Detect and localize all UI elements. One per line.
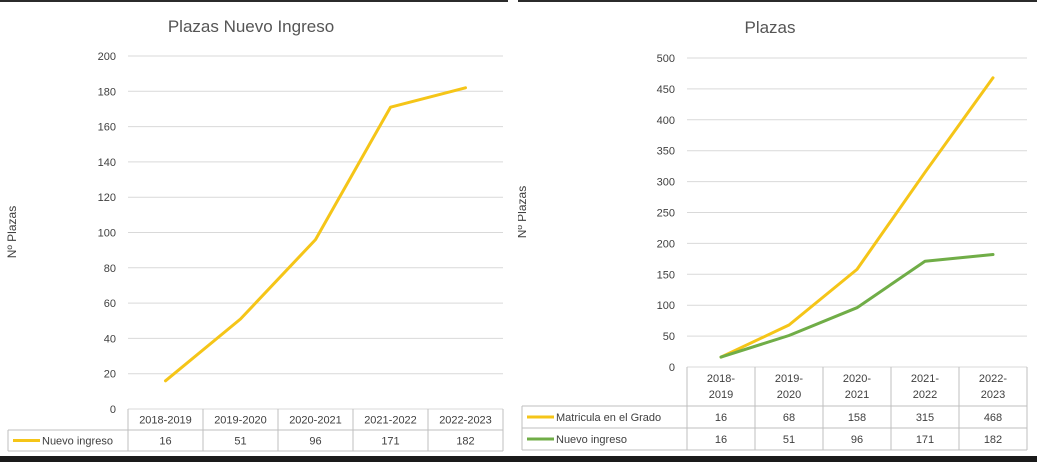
x-tick-label: 2018-2019 <box>139 415 192 427</box>
data-label: 96 <box>851 434 863 446</box>
chart-title: Plazas <box>744 18 795 37</box>
y-tick-label: 200 <box>657 238 675 250</box>
x-tick-label: 2019- <box>775 373 803 385</box>
x-tick-label: 2018- <box>707 373 735 385</box>
data-label: 51 <box>234 436 246 448</box>
legend-label-1: Matricula en el Grado <box>556 412 661 424</box>
x-tick-label: 2020 <box>777 389 801 401</box>
data-label: 16 <box>159 436 171 448</box>
top-rule-right <box>518 0 1037 2</box>
series-line-2 <box>719 253 995 359</box>
x-tick-label: 2022- <box>979 373 1007 385</box>
data-label: 182 <box>456 436 474 448</box>
y-tick-label: 200 <box>98 51 116 63</box>
chart-nuevo-ingreso-svg: Plazas Nuevo Ingreso Nº Plazas 0 20 40 60 80 10… <box>5 17 504 452</box>
data-label: 16 <box>715 434 727 446</box>
data-label: 158 <box>848 412 866 424</box>
chart-plazas: Plazas Nº Plazas 0 50 100 150 200 250 300 350 400 4… <box>518 0 1037 462</box>
y-tick-label: 500 <box>657 53 675 65</box>
y-tick-label: 50 <box>663 331 675 343</box>
y-tick-label: 20 <box>104 369 116 381</box>
y-tick-label: 40 <box>104 333 116 345</box>
series-line-1 <box>164 86 467 383</box>
y-tick-label: 400 <box>657 115 675 127</box>
x-tick-label: 2020-2021 <box>289 415 342 427</box>
y-tick-label: 160 <box>98 122 116 134</box>
data-label: 315 <box>916 412 934 424</box>
x-tick-label: 2023 <box>981 389 1005 401</box>
x-tick-label: 2019-2020 <box>214 415 267 427</box>
x-tick-label: 2021- <box>911 373 939 385</box>
y-axis-label: Nº Plazas <box>518 186 529 238</box>
chart-plazas-svg: Plazas Nº Plazas 0 50 100 150 200 250 300 350 400 4… <box>518 18 1028 451</box>
data-label: 51 <box>783 434 795 446</box>
data-label: 171 <box>916 434 934 446</box>
series-line-1 <box>719 76 995 359</box>
y-tick-label: 180 <box>98 86 116 98</box>
y-tick-label: 60 <box>104 298 116 310</box>
y-tick-label: 100 <box>98 228 116 240</box>
y-tick-label: 120 <box>98 192 116 204</box>
y-tick-label: 150 <box>657 269 675 281</box>
x-tick-label: 2022-2023 <box>439 415 492 427</box>
data-label: 182 <box>984 434 1002 446</box>
y-tick-label: 450 <box>657 84 675 96</box>
top-rule-left <box>0 0 508 2</box>
panel-gap <box>508 0 518 462</box>
x-tick-label: 2020- <box>843 373 871 385</box>
data-label: 96 <box>309 436 321 448</box>
data-label: 468 <box>984 412 1002 424</box>
chart-title: Plazas Nuevo Ingreso <box>168 17 334 36</box>
data-label: 68 <box>783 412 795 424</box>
bottom-border <box>0 456 1037 462</box>
chart-nuevo-ingreso: Plazas Nuevo Ingreso Nº Plazas 0 20 40 60 80 10… <box>0 0 508 462</box>
x-tick-label: 2022 <box>913 389 937 401</box>
y-tick-label: 0 <box>669 362 675 374</box>
legend-label-1: Nuevo ingreso <box>42 436 113 448</box>
legend-label-2: Nuevo ingreso <box>556 434 627 446</box>
x-tick-label: 2021 <box>845 389 869 401</box>
data-label: 16 <box>715 412 727 424</box>
y-tick-label: 350 <box>657 146 675 158</box>
y-tick-label: 300 <box>657 177 675 189</box>
y-tick-label: 0 <box>110 404 116 416</box>
data-label: 171 <box>381 436 399 448</box>
x-tick-label: 2021-2022 <box>364 415 417 427</box>
y-tick-label: 80 <box>104 263 116 275</box>
y-axis-label: Nº Plazas <box>5 206 19 258</box>
y-tick-label: 100 <box>657 300 675 312</box>
x-tick-label: 2019 <box>709 389 733 401</box>
y-tick-label: 140 <box>98 157 116 169</box>
y-tick-label: 250 <box>657 208 675 220</box>
